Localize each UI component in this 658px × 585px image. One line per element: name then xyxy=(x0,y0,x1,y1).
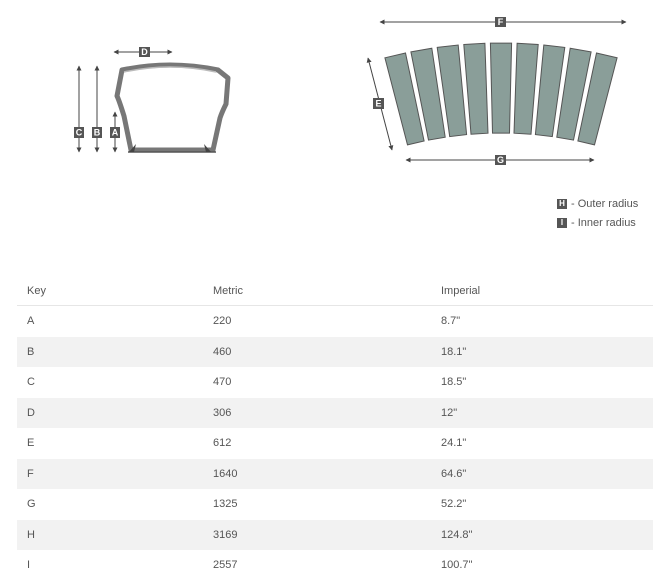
cell-imperial: 18.5" xyxy=(441,376,467,389)
top-view-slats xyxy=(384,42,618,146)
svg-text:F: F xyxy=(498,17,504,27)
table-row: C 470 18.5" xyxy=(17,367,653,398)
cell-metric: 1325 xyxy=(213,498,238,511)
cell-key: F xyxy=(17,458,203,489)
cell-metric: 470 xyxy=(213,376,232,389)
legend-text-outer-radius: - Outer radius xyxy=(571,198,639,210)
tag-f: F xyxy=(495,17,506,27)
cell-imperial: 12" xyxy=(431,397,653,428)
header-key: Key xyxy=(17,277,203,306)
bench-slat xyxy=(556,47,592,141)
bench-slat xyxy=(410,47,446,141)
cell-imperial: 24.1" xyxy=(441,437,467,450)
table-row: H 3169 124.8" xyxy=(17,519,653,550)
table-row: G 1325 52.2" xyxy=(17,489,653,520)
svg-text:G: G xyxy=(497,155,504,165)
cell-key: H xyxy=(17,519,203,550)
tag-d: D xyxy=(139,47,150,57)
dimensions-table: Key Metric Imperial A 220 8.7" B 460 18.… xyxy=(17,277,653,581)
table-row: I 2557 100.7" xyxy=(17,550,653,581)
bench-slat xyxy=(463,42,489,135)
cell-imperial: 8.7" xyxy=(441,315,461,328)
svg-text:D: D xyxy=(141,47,148,57)
legend-inner-radius: I - Inner radius xyxy=(557,217,636,229)
tag-a: A xyxy=(110,127,120,138)
cell-key: G xyxy=(27,498,36,511)
svg-text:E: E xyxy=(375,99,381,109)
bench-slat xyxy=(489,42,513,134)
bench-slat xyxy=(384,52,425,146)
cell-imperial: 124.8" xyxy=(431,519,653,550)
table-row: A 220 8.7" xyxy=(17,306,653,337)
dimension-drawing: C B A D F G E xyxy=(74,17,627,165)
side-view: C B A D xyxy=(74,47,231,153)
legend-text-inner-radius: - Inner radius xyxy=(571,217,636,229)
cell-key: B xyxy=(17,336,203,367)
cell-metric: 220 xyxy=(213,315,232,328)
tag-c: C xyxy=(74,127,84,138)
bench-slat xyxy=(534,44,566,138)
legend-outer-radius: H - Outer radius xyxy=(557,198,638,210)
svg-text:A: A xyxy=(112,128,119,138)
legend-key-i: I xyxy=(557,218,567,228)
table-row: D 306 12" xyxy=(17,397,653,428)
bench-slat xyxy=(436,44,468,138)
cell-metric: 612 xyxy=(213,437,232,450)
side-profile xyxy=(114,62,231,153)
cell-imperial: 52.2" xyxy=(441,498,467,511)
tag-b: B xyxy=(92,127,102,138)
cell-imperial: 100.7" xyxy=(441,559,473,572)
cell-metric: 3169 xyxy=(203,519,431,550)
cell-key: D xyxy=(17,397,203,428)
side-profile-inner xyxy=(123,66,217,73)
cell-key: C xyxy=(27,376,35,389)
cell-imperial: 64.6" xyxy=(431,458,653,489)
cell-metric: 306 xyxy=(203,397,431,428)
header-imperial: Imperial xyxy=(431,277,653,306)
cell-metric: 460 xyxy=(203,336,431,367)
svg-text:B: B xyxy=(94,128,101,138)
legend-key-h: H xyxy=(557,199,567,209)
top-view-dimensions: F G E xyxy=(366,17,627,165)
header-metric: Metric xyxy=(203,277,431,306)
table-row: F 1640 64.6" xyxy=(17,458,653,489)
cell-key: A xyxy=(27,315,35,328)
cell-key: I xyxy=(27,559,31,572)
cell-metric: 1640 xyxy=(203,458,431,489)
table-row: E 612 24.1" xyxy=(17,428,653,459)
tag-e: E xyxy=(373,98,384,109)
table-row: B 460 18.1" xyxy=(17,336,653,367)
cell-key: E xyxy=(27,437,35,450)
table-header-row: Key Metric Imperial xyxy=(17,277,653,306)
cell-imperial: 18.1" xyxy=(431,336,653,367)
tag-g: G xyxy=(495,155,506,165)
bench-slat xyxy=(577,52,618,146)
svg-text:C: C xyxy=(76,128,83,138)
bench-slat xyxy=(513,42,539,135)
cell-metric: 2557 xyxy=(213,559,238,572)
